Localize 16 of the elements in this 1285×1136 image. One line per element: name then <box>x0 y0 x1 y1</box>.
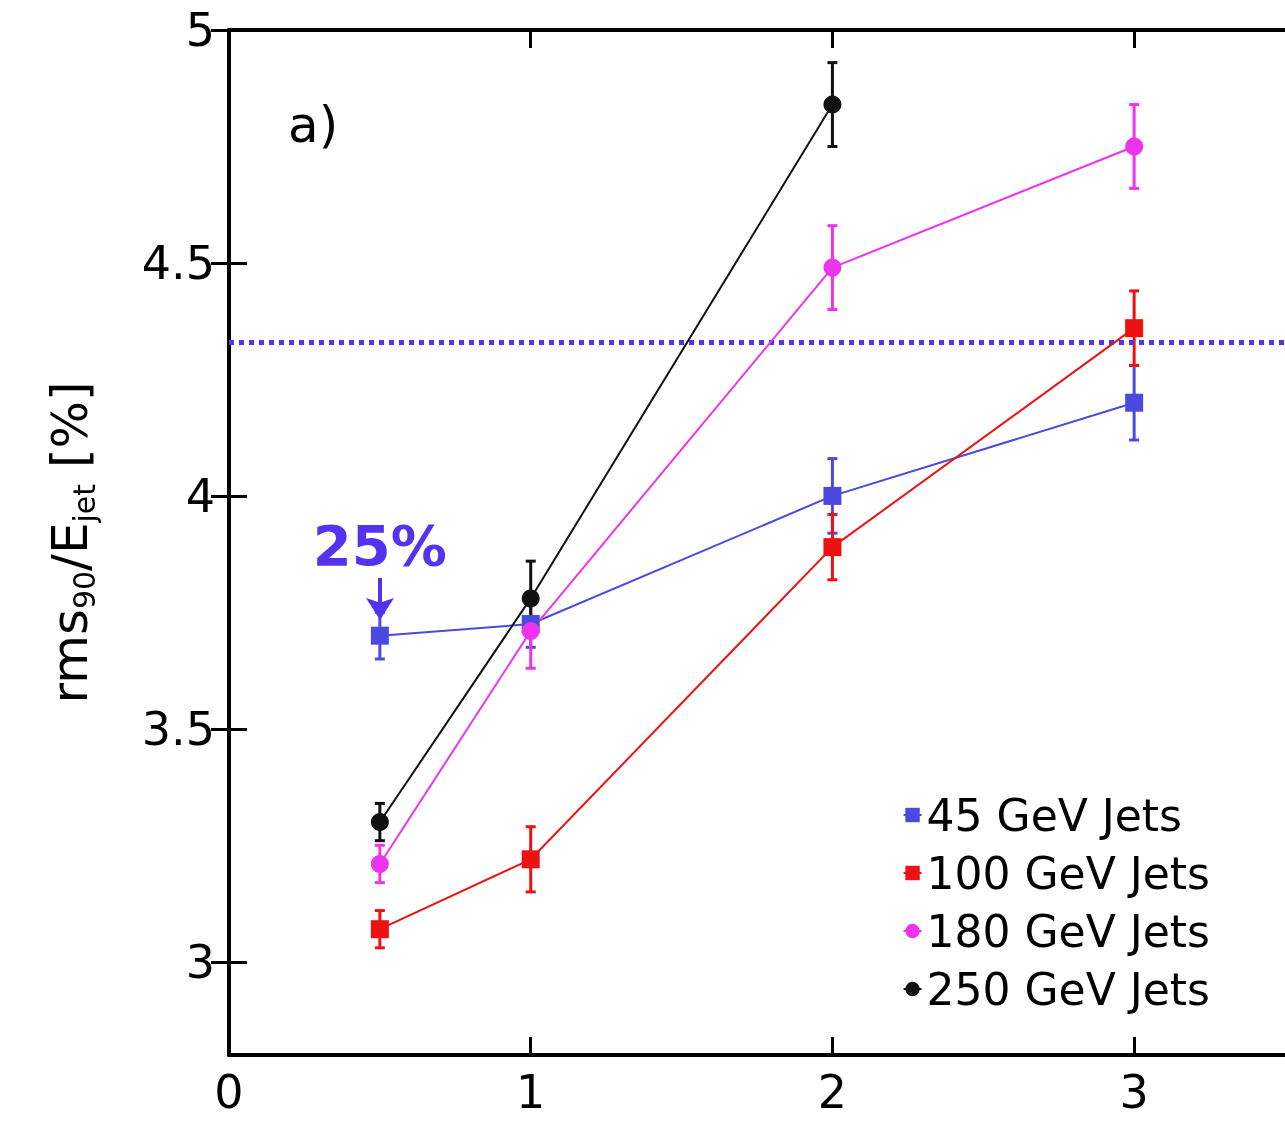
y-tick-label: 4.5 <box>141 235 215 290</box>
y-tick-label: 3.5 <box>141 701 215 756</box>
legend-label: 100 GeV Jets <box>926 847 1211 899</box>
x-tick-label: 3 <box>1119 1065 1149 1119</box>
x-tick-label: 2 <box>817 1065 848 1119</box>
annotation: a) <box>288 96 339 154</box>
x-tick-label: 0 <box>214 1065 244 1119</box>
y-axis-title: rms90/Ejet [%] <box>41 381 102 704</box>
legend-label: 250 GeV Jets <box>926 963 1211 1015</box>
legend-label: 45 GeV Jets <box>926 789 1183 841</box>
y-tick-label: 5 <box>185 3 215 57</box>
annotation: 25% <box>312 513 447 579</box>
legend-label: 180 GeV Jets <box>926 905 1211 957</box>
x-tick-label: 1 <box>516 1065 546 1119</box>
y-tick-label: 4 <box>185 468 215 523</box>
y-tick-label: 3 <box>185 934 215 989</box>
